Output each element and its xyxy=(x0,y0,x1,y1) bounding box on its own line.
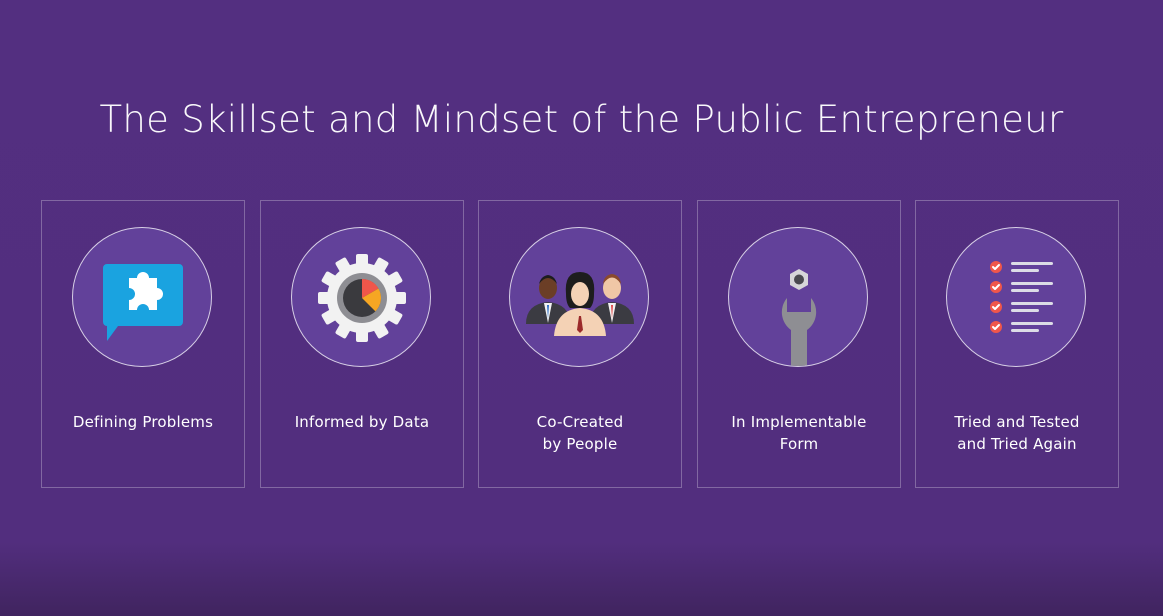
card-label: In Implementable Form xyxy=(698,411,900,455)
label-line: and Tried Again xyxy=(957,435,1077,453)
label-line: Co-Created xyxy=(536,413,624,431)
label-line: Tried and Tested xyxy=(954,413,1080,431)
people-group-icon xyxy=(526,272,634,336)
card-defining-problems: Defining Problems xyxy=(41,200,245,488)
card-tried-and-tested: Tried and Tested and Tried Again xyxy=(915,200,1119,488)
card-label: Informed by Data xyxy=(261,411,463,433)
icon-circle xyxy=(509,227,649,367)
card-informed-by-data: Informed by Data xyxy=(260,200,464,488)
card-label: Defining Problems xyxy=(42,411,244,433)
label-line: Informed by Data xyxy=(294,413,430,431)
label-line: In Implementable xyxy=(731,413,867,431)
puzzle-speech-bubble-icon xyxy=(103,264,183,341)
gear-pie-chart-icon xyxy=(318,254,406,342)
label-line: Defining Problems xyxy=(72,413,214,431)
checklist-icon xyxy=(990,261,1053,333)
icon-circle xyxy=(946,227,1086,367)
card-label: Co-Created by People xyxy=(479,411,681,455)
card-label: Tried and Tested and Tried Again xyxy=(916,411,1118,455)
icon-circle xyxy=(728,227,868,367)
page-title: The Skillset and Mindset of the Public E… xyxy=(99,98,1064,141)
icon-circle xyxy=(72,227,212,367)
card-in-implementable-form: In Implementable Form xyxy=(697,200,901,488)
wrench-bolt-icon xyxy=(781,269,817,366)
card-co-created-by-people: Co-Created by People xyxy=(478,200,682,488)
label-line: Form xyxy=(779,435,819,453)
icon-circle xyxy=(291,227,431,367)
label-line: by People xyxy=(542,435,618,453)
